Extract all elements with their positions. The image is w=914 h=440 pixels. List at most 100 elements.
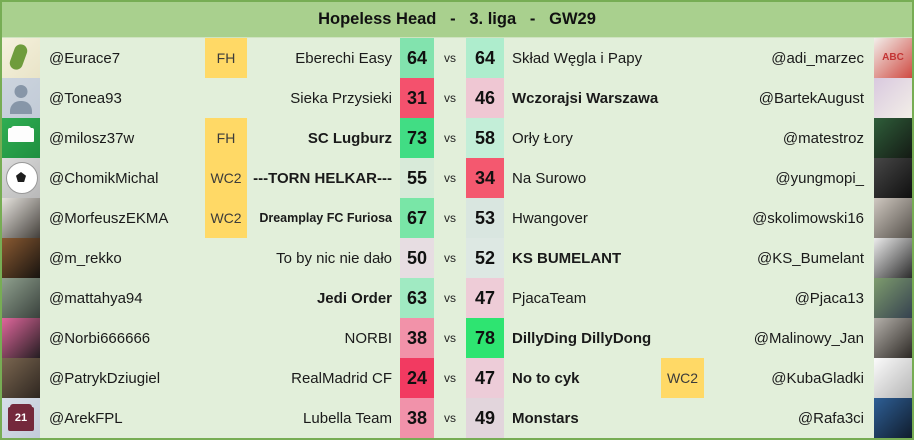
right-team-name: Skład Węgla i Papy [512,49,643,67]
left-username: @ChomikMichal [49,169,159,187]
left-score: 63 [400,278,434,318]
right-manager-avatar [874,78,912,118]
right-chip-badge [661,238,704,278]
right-score: 53 [466,198,504,238]
left-manager-avatar [2,78,40,118]
left-team-name: Jedi Order [316,289,392,307]
left-manager-avatar [2,318,40,358]
vs-label: vs [444,51,456,65]
left-team-name: SC Lugburz [307,129,392,147]
match-row: @milosz37w FH SC Lugburz 73 vs 58 Orły Ł… [2,118,912,158]
right-username: @Pjaca13 [794,289,864,307]
left-score: 55 [400,158,434,198]
right-manager-avatar [874,398,912,438]
right-manager-avatar [874,198,912,238]
match-row: 21 @ArekFPL Lubella Team 38 vs 49 Monsta… [2,398,912,438]
right-team-name: Orły Łory [512,129,573,147]
left-manager-avatar [2,38,40,78]
left-team-name: ---TORN HELKAR--- [253,169,392,187]
left-chip-badge [205,398,247,438]
right-manager-avatar [874,318,912,358]
left-manager-avatar [2,358,40,398]
left-manager-avatar: 21 [2,398,40,438]
left-chip-badge [205,78,247,118]
left-chip-badge: WC2 [205,198,247,238]
match-row: @Eurace7 FH Eberechi Easy 64 vs 64 Skład… [2,38,912,78]
right-username: @adi_marzec [771,49,864,67]
left-team-name: Sieka Przysieki [290,89,392,107]
right-chip-badge [661,398,704,438]
vs-label: vs [444,91,456,105]
right-manager-avatar: ABC [874,38,912,78]
right-chip-badge [661,118,704,158]
left-username: @ArekFPL [49,409,123,427]
avatar-label: 21 [14,411,28,424]
left-username: @Norbi666666 [49,329,151,347]
left-team-name: To by nic nie dało [276,249,392,267]
vs-label: vs [444,131,456,145]
left-score: 67 [400,198,434,238]
left-chip-badge [205,238,247,278]
right-team-name: PjacaTeam [512,289,587,307]
right-score: 78 [466,318,504,358]
match-row: @m_rekko To by nic nie dało 50 vs 52 KS … [2,238,912,278]
right-manager-avatar [874,278,912,318]
right-team-name: Na Surowo [512,169,587,187]
right-score: 52 [466,238,504,278]
vs-label: vs [444,331,456,345]
left-chip-badge [205,358,247,398]
left-username: @mattahya94 [49,289,143,307]
match-row: @Tonea93 Sieka Przysieki 31 vs 46 Wczora… [2,78,912,118]
left-username: @MorfeuszEKMA [49,209,169,227]
left-team-name: NORBI [344,329,392,347]
left-manager-avatar [2,198,40,238]
left-score: 73 [400,118,434,158]
right-team-name: Wczorajsi Warszawa [512,89,659,107]
league-header-title: Hopeless Head - 3. liga - GW29 [2,2,912,38]
right-chip-badge [661,38,704,78]
vs-label: vs [444,371,456,385]
left-username: @PatrykDziugiel [49,369,161,387]
right-chip-badge: WC2 [661,358,704,398]
right-team-name: DillyDing DillyDong [512,329,652,347]
left-chip-badge: FH [205,118,247,158]
left-chip-badge: WC2 [205,158,247,198]
right-manager-avatar [874,358,912,398]
left-team-name: Eberechi Easy [295,49,392,67]
right-score: 47 [466,278,504,318]
left-username: @Eurace7 [49,49,121,67]
avatar-label: ABC [882,52,904,63]
right-manager-avatar [874,118,912,158]
right-team-name: Hwangover [512,209,588,227]
right-username: @KS_Bumelant [757,249,864,267]
right-score: 34 [466,158,504,198]
left-manager-avatar [2,278,40,318]
right-chip-badge [661,318,704,358]
match-row: @ChomikMichal WC2 ---TORN HELKAR--- 55 v… [2,158,912,198]
left-manager-avatar [2,238,40,278]
left-score: 24 [400,358,434,398]
left-username: @m_rekko [49,249,122,267]
right-team-name: KS BUMELANT [512,249,622,267]
left-username: @Tonea93 [49,89,122,107]
match-row: @MorfeuszEKMA WC2 Dreamplay FC Furiosa 6… [2,198,912,238]
left-score: 64 [400,38,434,78]
right-username: @BartekAugust [758,89,864,107]
right-manager-avatar [874,158,912,198]
left-chip-badge [205,278,247,318]
vs-label: vs [444,211,456,225]
left-chip-badge: FH [205,38,247,78]
left-chip-badge [205,318,247,358]
right-score: 49 [466,398,504,438]
left-manager-avatar [2,118,40,158]
right-username: @KubaGladki [771,369,864,387]
right-username: @matestroz [782,129,864,147]
right-score: 46 [466,78,504,118]
right-username: @Rafa3ci [797,409,864,427]
left-team-name: Lubella Team [303,409,392,427]
left-manager-avatar [2,158,40,198]
vs-label: vs [444,251,456,265]
right-manager-avatar [874,238,912,278]
right-username: @yungmopi_ [775,169,864,187]
vs-label: vs [444,411,456,425]
